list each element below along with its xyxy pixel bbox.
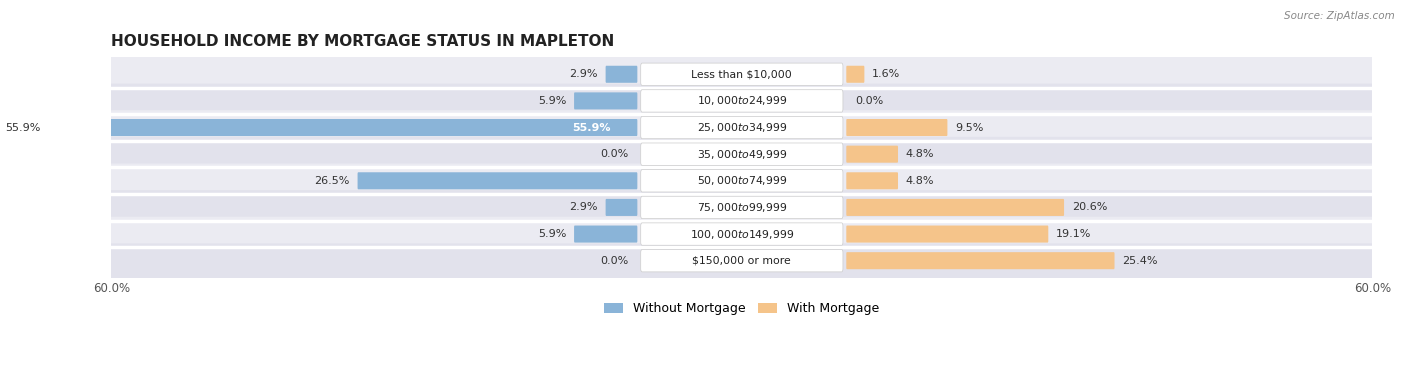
Text: 26.5%: 26.5%	[315, 176, 350, 186]
FancyBboxPatch shape	[846, 146, 898, 163]
Text: $150,000 or more: $150,000 or more	[692, 256, 792, 266]
FancyBboxPatch shape	[110, 137, 1374, 172]
FancyBboxPatch shape	[846, 225, 1049, 242]
Text: 2.9%: 2.9%	[569, 69, 598, 79]
Text: HOUSEHOLD INCOME BY MORTGAGE STATUS IN MAPLETON: HOUSEHOLD INCOME BY MORTGAGE STATUS IN M…	[111, 34, 614, 49]
FancyBboxPatch shape	[641, 223, 844, 245]
FancyBboxPatch shape	[574, 225, 637, 242]
Text: $25,000 to $34,999: $25,000 to $34,999	[696, 121, 787, 134]
Legend: Without Mortgage, With Mortgage: Without Mortgage, With Mortgage	[599, 297, 884, 320]
Text: 1.6%: 1.6%	[872, 69, 900, 79]
Text: 5.9%: 5.9%	[538, 229, 567, 239]
FancyBboxPatch shape	[357, 172, 637, 189]
Text: Source: ZipAtlas.com: Source: ZipAtlas.com	[1284, 11, 1395, 21]
FancyBboxPatch shape	[110, 57, 1374, 92]
Text: 5.9%: 5.9%	[538, 96, 567, 106]
Text: $50,000 to $74,999: $50,000 to $74,999	[696, 174, 787, 187]
Text: 9.5%: 9.5%	[955, 123, 984, 133]
Text: 20.6%: 20.6%	[1071, 202, 1107, 212]
FancyBboxPatch shape	[846, 199, 1064, 216]
Text: $100,000 to $149,999: $100,000 to $149,999	[690, 228, 794, 241]
FancyBboxPatch shape	[110, 84, 1374, 118]
FancyBboxPatch shape	[641, 170, 844, 192]
FancyBboxPatch shape	[110, 217, 1374, 251]
Text: $75,000 to $99,999: $75,000 to $99,999	[696, 201, 787, 214]
Text: Less than $10,000: Less than $10,000	[692, 69, 792, 79]
FancyBboxPatch shape	[574, 92, 637, 109]
FancyBboxPatch shape	[110, 110, 1374, 145]
FancyBboxPatch shape	[846, 66, 865, 83]
Text: 0.0%: 0.0%	[855, 96, 883, 106]
FancyBboxPatch shape	[49, 119, 637, 136]
Text: 4.8%: 4.8%	[905, 149, 934, 159]
FancyBboxPatch shape	[641, 116, 844, 139]
FancyBboxPatch shape	[110, 244, 1374, 278]
Text: $10,000 to $24,999: $10,000 to $24,999	[696, 94, 787, 107]
Text: 0.0%: 0.0%	[600, 256, 628, 266]
FancyBboxPatch shape	[846, 252, 1115, 269]
FancyBboxPatch shape	[606, 66, 637, 83]
FancyBboxPatch shape	[110, 190, 1374, 225]
Text: 25.4%: 25.4%	[1122, 256, 1157, 266]
FancyBboxPatch shape	[641, 143, 844, 166]
Text: 55.9%: 55.9%	[6, 123, 41, 133]
Text: 2.9%: 2.9%	[569, 202, 598, 212]
Text: 0.0%: 0.0%	[600, 149, 628, 159]
Text: $35,000 to $49,999: $35,000 to $49,999	[696, 148, 787, 161]
FancyBboxPatch shape	[846, 172, 898, 189]
Text: 19.1%: 19.1%	[1056, 229, 1091, 239]
FancyBboxPatch shape	[846, 119, 948, 136]
Text: 4.8%: 4.8%	[905, 176, 934, 186]
FancyBboxPatch shape	[641, 90, 844, 112]
Text: 55.9%: 55.9%	[572, 123, 610, 133]
FancyBboxPatch shape	[606, 199, 637, 216]
FancyBboxPatch shape	[641, 250, 844, 272]
FancyBboxPatch shape	[641, 63, 844, 86]
FancyBboxPatch shape	[110, 164, 1374, 198]
FancyBboxPatch shape	[641, 196, 844, 219]
